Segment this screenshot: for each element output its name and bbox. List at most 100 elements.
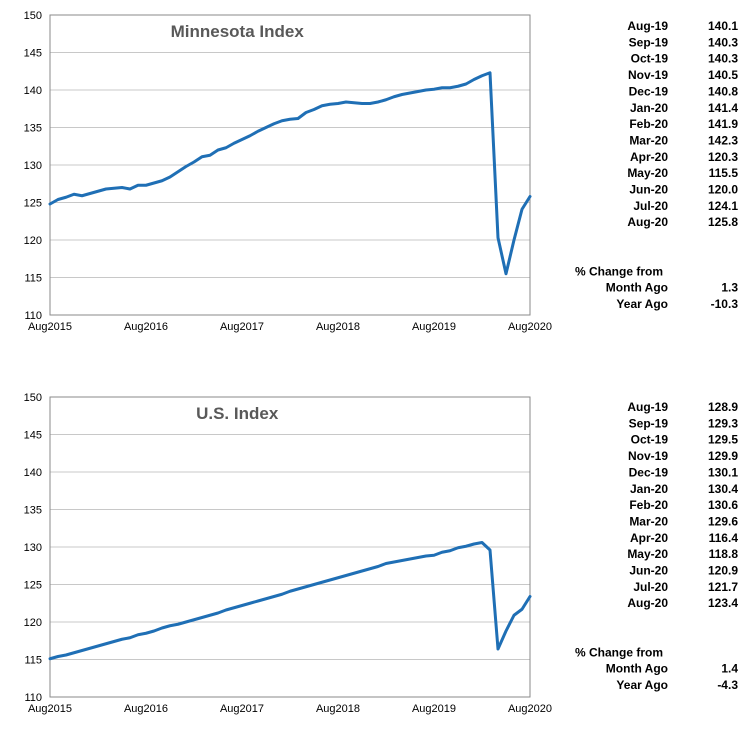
data-point [249,135,251,137]
data-point [521,608,523,610]
data-point [449,550,451,552]
change-label: Year Ago [616,678,668,692]
data-point [97,190,99,192]
table-month-value: 142.3 [708,133,738,147]
table-month-value: 115.5 [709,166,739,180]
data-point [465,83,467,85]
table-month-value: 125.8 [708,215,738,229]
data-point [417,90,419,92]
data-point [185,621,187,623]
data-point [281,593,283,595]
data-point [473,78,475,80]
data-point [113,187,115,189]
data-point [481,75,483,77]
data-point [161,627,163,629]
table-month-label: Mar-20 [629,133,668,147]
change-label: Month Ago [606,281,668,295]
data-point [177,171,179,173]
change-value: -4.3 [717,678,738,692]
table-month-label: Sep-19 [629,35,669,49]
data-point [345,101,347,103]
data-point [353,572,355,574]
table-month-label: Nov-19 [628,449,668,463]
data-point [89,647,91,649]
data-point [65,196,67,198]
data-point [401,93,403,95]
data-point [209,154,211,156]
table-month-value: 129.5 [708,433,738,447]
data-point [393,96,395,98]
chart-title: U.S. Index [196,404,279,423]
data-point [153,630,155,632]
table-month-value: 120.0 [708,183,738,197]
table-month-label: Dec-19 [629,465,669,479]
data-point [505,630,507,632]
x-tick-label: Aug2015 [28,321,72,333]
x-tick-label: Aug2017 [220,703,264,715]
data-point [289,590,291,592]
data-point [385,562,387,564]
data-point [353,102,355,104]
table-month-value: 130.4 [708,482,738,496]
data-point [409,558,411,560]
data-point [257,600,259,602]
data-point [441,551,443,553]
table-month-value: 140.1 [708,19,738,33]
x-tick-label: Aug2018 [316,703,360,715]
data-point [169,176,171,178]
table-month-label: Jan-20 [630,101,668,115]
table-month-label: Nov-19 [628,68,668,82]
x-tick-label: Aug2020 [508,703,552,715]
series-line [48,71,532,276]
data-point [337,102,339,104]
data-point [457,85,459,87]
data-point [137,184,139,186]
data-point [225,147,227,149]
data-point [105,643,107,645]
x-tick-label: Aug2016 [124,321,168,333]
data-point [329,103,331,105]
y-tick-label: 120 [24,235,42,247]
data-point [257,130,259,132]
data-point [497,648,499,650]
data-point [369,568,371,570]
table-month-label: Apr-20 [630,150,668,164]
change-value: -10.3 [711,297,739,311]
table-month-value: 116.4 [709,531,739,545]
data-point [369,102,371,104]
data-point [145,632,147,634]
table-month-value: 124.1 [708,199,738,213]
table-month-label: Jun-20 [629,183,668,197]
data-point [449,87,451,89]
data-point [241,138,243,140]
data-point [377,101,379,103]
table-month-value: 129.3 [708,416,738,430]
data-point [49,203,51,205]
y-tick-label: 145 [24,430,42,442]
data-point [201,616,203,618]
data-point [57,655,59,657]
table-month-value: 123.4 [708,596,738,610]
y-tick-label: 150 [24,392,42,404]
data-point [313,108,315,110]
data-point [121,638,123,640]
side-table-2: Aug-19 128.9 Sep-19 129.3 Oct-19 129.5 Nov-19 1… [575,400,738,692]
data-point [441,87,443,89]
table-month-label: May-20 [627,166,668,180]
change-value: 1.4 [721,662,738,676]
x-tick-label: Aug2015 [28,703,72,715]
data-point [433,554,435,556]
table-month-label: Feb-20 [629,117,668,131]
y-tick-label: 140 [24,85,42,97]
data-point [481,541,483,543]
data-point [497,237,499,239]
data-point [361,102,363,104]
y-tick-label: 110 [24,310,42,322]
data-point [273,595,275,597]
data-point [201,156,203,158]
data-point [329,579,331,581]
x-tick-label: Aug2019 [412,321,456,333]
data-point [65,654,67,656]
